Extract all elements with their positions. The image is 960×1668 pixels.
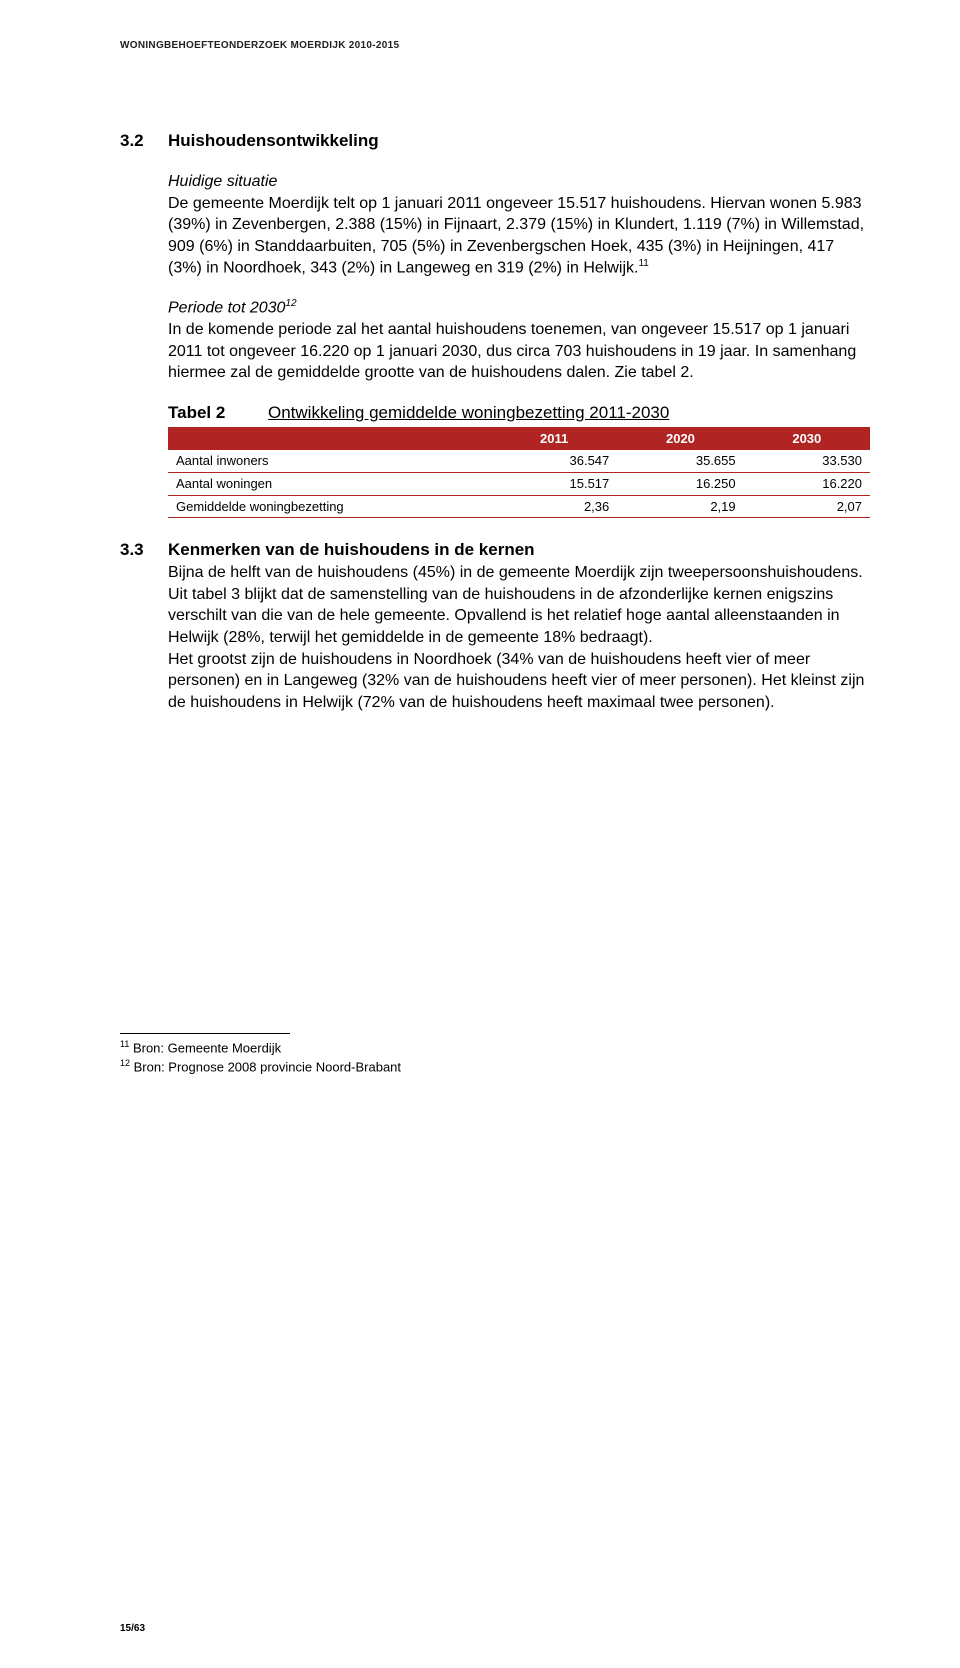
table-cell: Aantal woningen	[168, 473, 491, 496]
table-header: 2030	[744, 427, 870, 451]
paragraph-text: Bijna de helft van de huishoudens (45%) …	[168, 562, 870, 713]
table-cell: Aantal inwoners	[168, 450, 491, 472]
section-33-body: Bijna de helft van de huishoudens (45%) …	[168, 562, 870, 713]
subsection-heading: Periode tot 203012	[168, 297, 870, 319]
section-32-body: Huidige situatie De gemeente Moerdijk te…	[168, 171, 870, 518]
table-woningbezetting: 2011 2020 2030 Aantal inwoners 36.547 35…	[168, 427, 870, 518]
subsection-heading: Huidige situatie	[168, 171, 870, 193]
table-cell: 16.250	[617, 473, 743, 496]
section-title: Kenmerken van de huishoudens in de kerne…	[168, 540, 535, 559]
table-row: Aantal inwoners 36.547 35.655 33.530	[168, 450, 870, 472]
table-cell: 36.547	[491, 450, 617, 472]
table-title: Ontwikkeling gemiddelde woningbezetting …	[268, 402, 669, 425]
paragraph-text: In de komende periode zal het aantal hui…	[168, 321, 856, 381]
table-label: Tabel 2	[168, 402, 268, 425]
footnote-number: 12	[120, 1058, 130, 1068]
footnote-ref: 12	[285, 298, 296, 309]
table-header: 2020	[617, 427, 743, 451]
footnote-11: 11 Bron: Gemeente Moerdijk	[120, 1038, 870, 1057]
table-cell: 2,36	[491, 495, 617, 518]
table-row: Aantal woningen 15.517 16.250 16.220	[168, 473, 870, 496]
footnote-text: Bron: Gemeente Moerdijk	[129, 1041, 281, 1056]
table-caption: Tabel 2 Ontwikkeling gemiddelde woningbe…	[168, 402, 870, 425]
table-cell: 2,07	[744, 495, 870, 518]
table-row: Gemiddelde woningbezetting 2,36 2,19 2,0…	[168, 495, 870, 518]
table-cell: 35.655	[617, 450, 743, 472]
paragraph-text: De gemeente Moerdijk telt op 1 januari 2…	[168, 195, 864, 277]
page-number: 15/63	[120, 1623, 145, 1634]
section-number: 3.3	[120, 540, 168, 560]
section-number: 3.2	[120, 131, 168, 151]
table-header-row: 2011 2020 2030	[168, 427, 870, 451]
footnote-number: 11	[120, 1039, 129, 1049]
footnote-12: 12 Bron: Prognose 2008 provincie Noord-B…	[120, 1057, 870, 1076]
section-title: Huishoudensontwikkeling	[168, 131, 379, 151]
table-header	[168, 427, 491, 451]
subsection-heading-text: Periode tot 2030	[168, 300, 285, 317]
footnote-text: Bron: Prognose 2008 provincie Noord-Brab…	[130, 1059, 401, 1074]
footnote-separator	[120, 1033, 290, 1034]
table-cell: Gemiddelde woningbezetting	[168, 495, 491, 518]
table-cell: 2,19	[617, 495, 743, 518]
running-header: WONINGBEHOEFTEONDERZOEK MOERDIJK 2010-20…	[120, 40, 870, 51]
footnote-ref: 11	[638, 258, 648, 269]
table-cell: 15.517	[491, 473, 617, 496]
section-33-heading: 3.3 Kenmerken van de huishoudens in de k…	[120, 540, 870, 560]
table-cell: 33.530	[744, 450, 870, 472]
section-32-heading: 3.2 Huishoudensontwikkeling	[120, 131, 870, 151]
table-header: 2011	[491, 427, 617, 451]
table-cell: 16.220	[744, 473, 870, 496]
